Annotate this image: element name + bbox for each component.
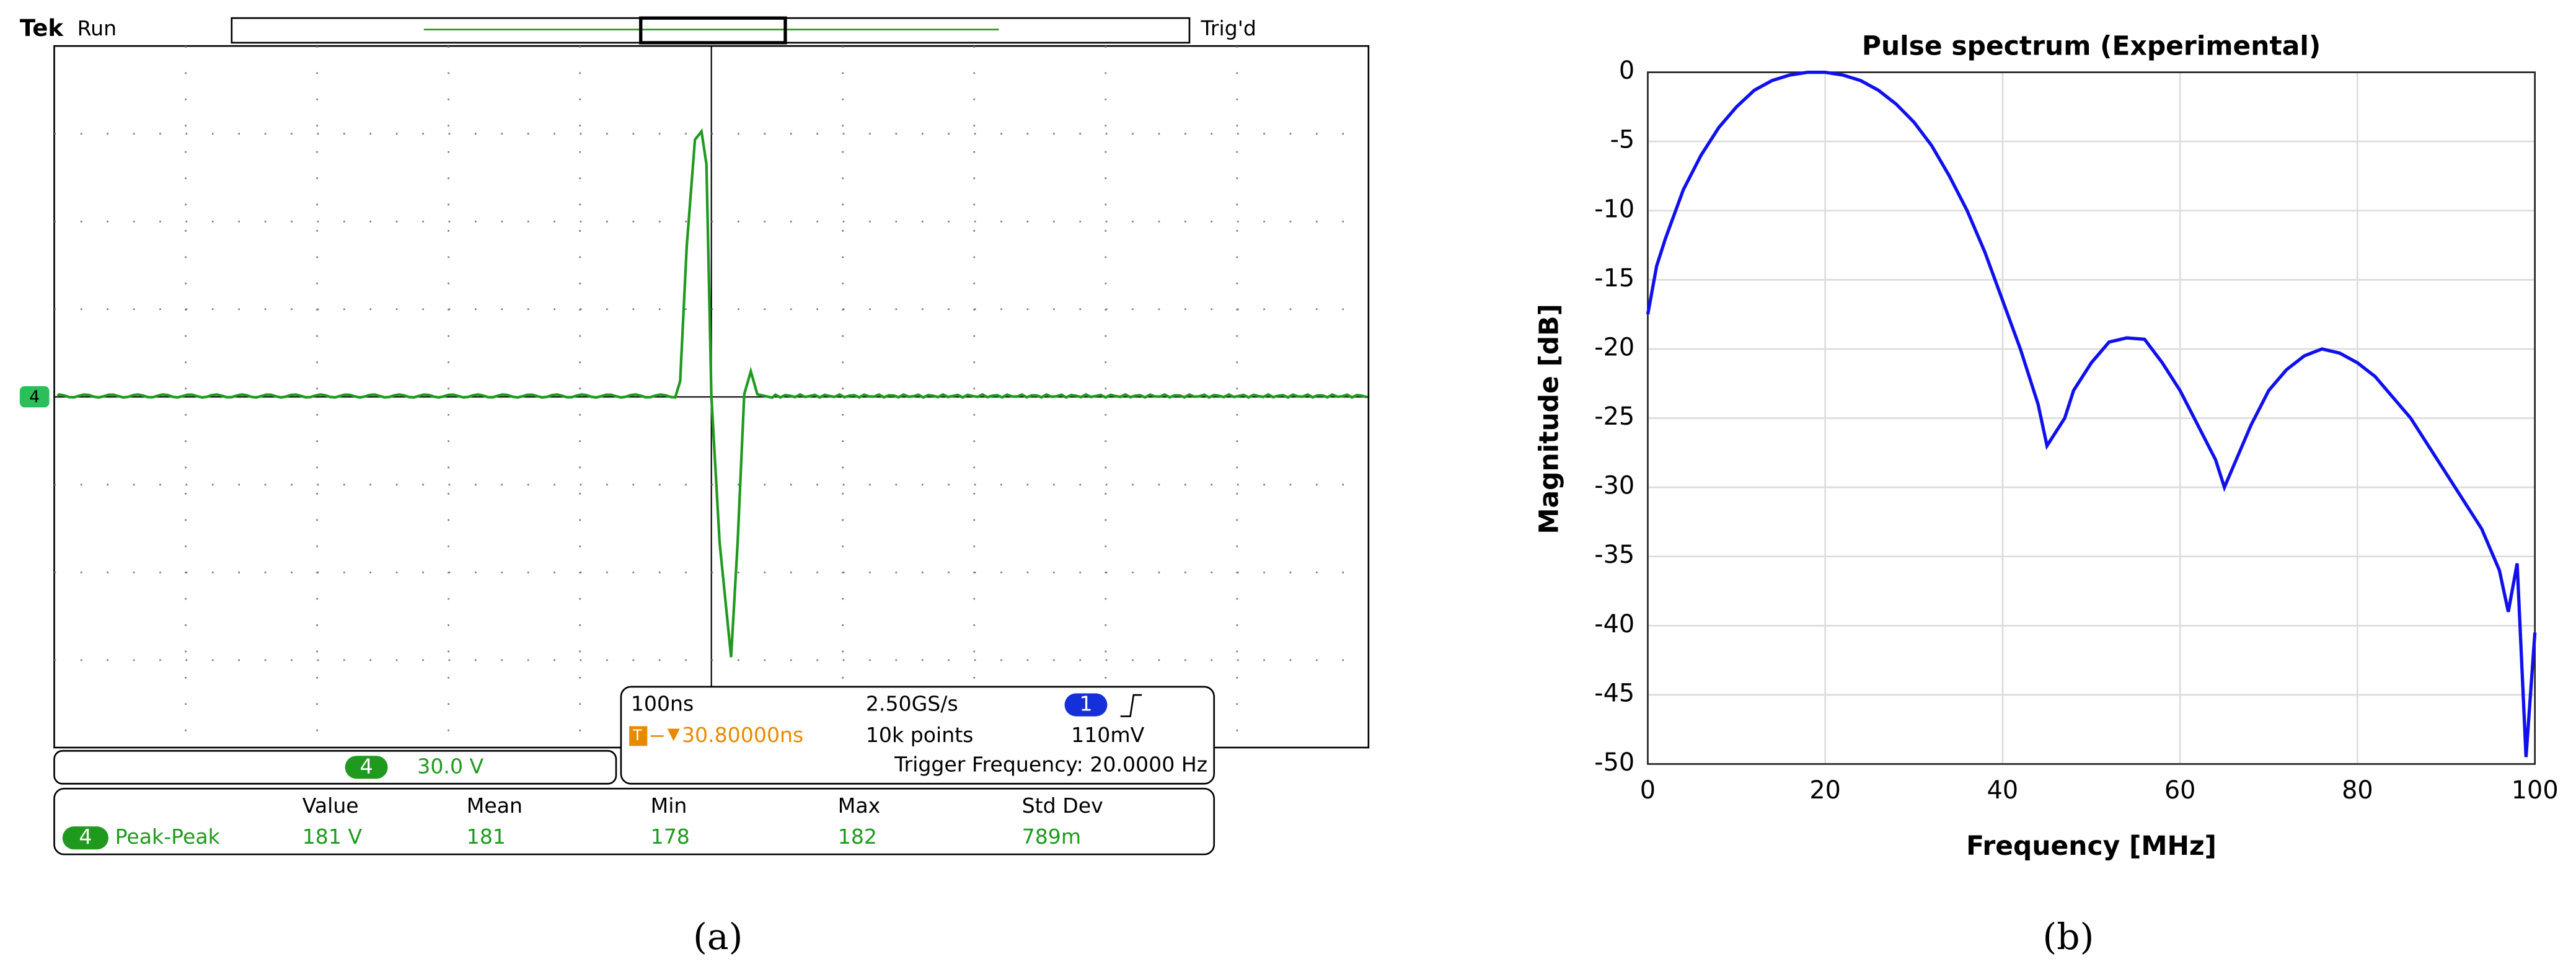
x-tick-label: 40 (1987, 776, 2019, 805)
x-tick-label: 20 (1809, 776, 1841, 805)
x-axis-label: Frequency [MHz] (1966, 831, 2217, 861)
trig-pos-arrow (650, 728, 680, 741)
measure-box (53, 787, 1215, 855)
measure-cell: 181 (467, 824, 506, 849)
y-tick-label: -50 (1594, 748, 1634, 777)
x-tick-label: 0 (1640, 776, 1656, 805)
channel-marker (19, 386, 50, 408)
channel-marker-label: 4 (29, 387, 40, 407)
measure-name: Peak-Peak (115, 824, 221, 849)
y-tick-label: -25 (1594, 402, 1634, 431)
channel-box (53, 749, 617, 785)
sample-rate: 2.50GS/s (866, 692, 958, 716)
channel-badge (345, 756, 388, 779)
y-tick-label: -15 (1594, 264, 1634, 293)
trigger-level: 110mV (1071, 723, 1144, 747)
measure-header: Mean (467, 793, 523, 818)
measure-cell: 178 (651, 824, 690, 849)
trigger-position: 30.80000ns (682, 723, 803, 747)
caption: (a) (693, 916, 743, 958)
trigger-channel-badge (1064, 693, 1108, 717)
plot: 0 20 40 60 80 100 0 -5 -10 -15 -20 -25 -30 -35 -40 -45 -… (1594, 56, 2558, 805)
view-window (639, 16, 787, 45)
x-tick-label: 60 (2164, 776, 2196, 805)
y-tick-label: -10 (1594, 195, 1634, 223)
measure-header: Std Dev (1022, 793, 1103, 818)
spectrum-line (1646, 70, 2537, 758)
channel-badge-label: 4 (360, 754, 373, 778)
trig-pos-marker: T (632, 727, 642, 744)
measure-cell: 182 (838, 824, 877, 849)
channel-scale: 30.0 V (417, 754, 483, 778)
measure-badge (62, 826, 108, 850)
y-tick-label: -30 (1594, 472, 1634, 500)
measure-channel: 4 (79, 824, 92, 849)
chart-title: Pulse spectrum (Experimental) (1862, 30, 2321, 61)
x-tick-label: 80 (2342, 776, 2373, 805)
y-axis-label: Magnitude [dB] (1534, 304, 1564, 534)
measure-cell: 181 V (302, 824, 363, 849)
caption: (b) (2043, 916, 2094, 958)
y-tick-label: -45 (1594, 679, 1634, 707)
measure-header: Value (302, 793, 359, 818)
plot-frame (1647, 71, 2536, 765)
scope: Tek Run Trig'd T 4 4 30.0 V 100ns 2.50GS… (19, 15, 1370, 855)
record-length: 10k points (866, 723, 974, 747)
trigger-state: Trig'd (1201, 16, 1256, 40)
acq-box (620, 686, 1215, 785)
measure-cell: 789m (1022, 824, 1082, 849)
waveform (56, 128, 1367, 658)
y-tick-label: 0 (1619, 56, 1634, 85)
trig-pos-icon (629, 726, 648, 746)
y-tick-label: -35 (1594, 541, 1634, 569)
y-tick-label: -20 (1594, 333, 1634, 361)
measure-header: Min (651, 793, 687, 818)
timebase: 100ns (631, 692, 694, 716)
brand: Tek (20, 15, 64, 42)
edge-icon (1120, 694, 1142, 717)
y-tick-label: -5 (1610, 126, 1635, 154)
run-state: Run (77, 16, 117, 40)
x-tick-label: 100 (2512, 776, 2559, 805)
trigger-channel: 1 (1079, 692, 1092, 716)
measure-header: Max (838, 793, 880, 818)
y-tick-label: -40 (1594, 610, 1634, 638)
trigger-frequency: Trigger Frequency: 20.0000 Hz (894, 753, 1207, 777)
